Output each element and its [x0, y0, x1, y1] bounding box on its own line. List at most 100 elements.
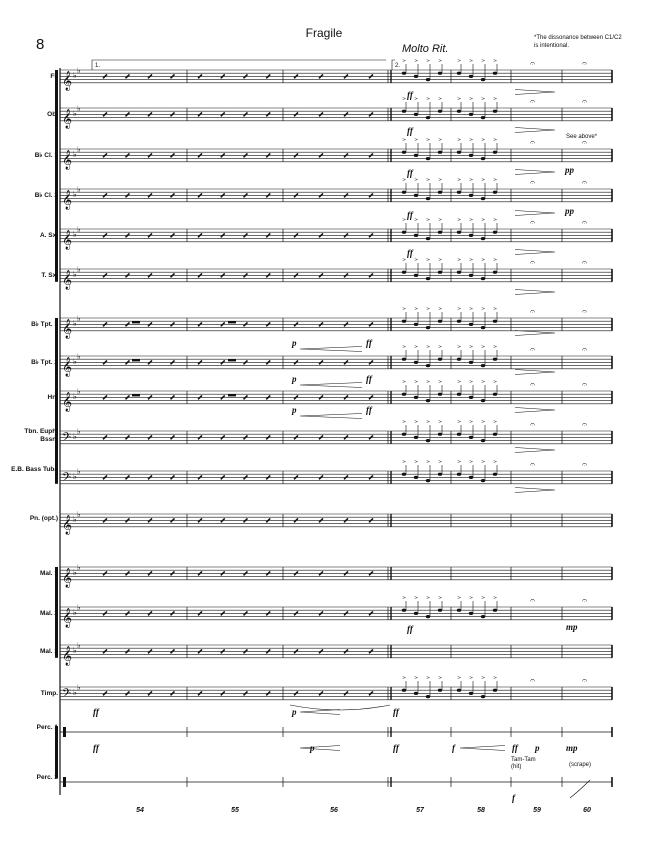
flat-icon: ♭ — [73, 432, 77, 441]
slash-mark — [147, 394, 153, 400]
dynamic-ff: ff — [93, 707, 99, 717]
slash-mark — [102, 474, 108, 480]
rest-icon — [132, 394, 140, 397]
accent-mark: > — [414, 306, 418, 312]
accent-mark: > — [426, 344, 430, 350]
scrape-note: (scrape) — [569, 762, 592, 768]
slash-mark — [265, 517, 271, 523]
flat-icon: ♭ — [77, 66, 81, 75]
notehead — [401, 230, 407, 234]
accent-mark: > — [469, 306, 473, 312]
fermata-icon: 𝄐 — [530, 345, 535, 355]
flat-icon: ♭ — [77, 265, 81, 274]
dynamic-f: f — [452, 743, 455, 753]
accent-mark: > — [469, 177, 473, 183]
slash-mark — [197, 610, 203, 616]
diminuendo-hairpin — [514, 127, 556, 133]
accent-mark: > — [457, 344, 461, 350]
accent-mark: > — [493, 96, 497, 102]
accent-mark: > — [426, 177, 430, 183]
notehead — [456, 608, 462, 612]
slash-mark — [169, 610, 176, 616]
slash-mark — [293, 232, 299, 238]
dynamic-ff: ff — [512, 743, 518, 753]
slash-mark — [124, 474, 131, 480]
accent-mark: > — [414, 344, 418, 350]
notehead — [401, 392, 407, 396]
slash-mark — [169, 394, 176, 400]
slash-mark — [265, 192, 271, 198]
flat-icon: ♭ — [77, 641, 81, 650]
treble-clef-icon: 𝄞 — [62, 230, 72, 250]
accent-mark: > — [481, 137, 485, 143]
bass-clef-icon: 𝄢 — [62, 431, 71, 447]
flat-icon: ♭ — [73, 568, 77, 577]
slash-mark — [147, 610, 153, 616]
accent-mark: > — [438, 177, 442, 183]
notehead — [401, 71, 407, 75]
slash-mark — [147, 570, 153, 576]
accent-mark: > — [481, 306, 485, 312]
accent-mark: > — [469, 257, 473, 263]
accent-mark: > — [402, 96, 406, 102]
slash-mark — [102, 73, 108, 79]
slash-mark — [220, 73, 226, 79]
slash-mark — [197, 474, 203, 480]
flat-icon: ♭ — [77, 225, 81, 234]
flat-icon: ♭ — [73, 190, 77, 199]
accent-mark: > — [457, 58, 461, 64]
dynamic-ff: ff — [407, 126, 413, 136]
slash-mark — [124, 321, 131, 327]
slash-mark — [197, 272, 203, 278]
instrument-label: Fl. — [50, 73, 58, 80]
accent-mark: > — [402, 177, 406, 183]
fermata-icon: 𝄐 — [582, 59, 587, 69]
accent-mark: > — [469, 675, 473, 681]
notehead — [437, 392, 443, 396]
instrument-label: Pn. (opt.) — [29, 515, 58, 522]
slash-mark — [102, 232, 108, 238]
slash-mark — [368, 272, 374, 278]
crescendo-hairpin — [459, 745, 506, 751]
notehead — [413, 395, 419, 399]
diminuendo-hairpin — [514, 487, 556, 493]
slash-mark — [293, 690, 299, 696]
dynamic-ff: ff — [393, 743, 399, 753]
notehead — [468, 611, 474, 616]
slash-mark — [293, 434, 299, 440]
brass-bracket — [55, 318, 58, 484]
slash-mark — [197, 394, 203, 400]
slash-mark — [169, 152, 176, 158]
notehead — [456, 109, 462, 113]
slash-mark — [293, 272, 299, 278]
slash-mark — [102, 152, 108, 158]
slash-mark — [147, 517, 153, 523]
instrument-label: Mal. 3 — [39, 648, 58, 655]
fermata-icon: 𝄐 — [530, 307, 535, 317]
fermata-icon: 𝄐 — [582, 258, 587, 268]
slash-mark — [368, 321, 374, 327]
accent-mark: > — [469, 419, 473, 425]
notehead — [468, 395, 474, 399]
percussion-clef-icon — [63, 727, 66, 737]
notehead — [480, 399, 486, 403]
accent-mark: > — [438, 96, 442, 102]
slash-mark — [220, 192, 226, 198]
notehead — [425, 399, 431, 403]
slash-mark — [368, 394, 374, 400]
rest-icon — [132, 321, 140, 324]
slash-mark — [169, 321, 176, 327]
flat-icon: ♭ — [73, 71, 77, 80]
instrument-label: E.B. Bass Tuba — [11, 466, 58, 473]
notehead — [413, 360, 419, 364]
accent-mark: > — [457, 137, 461, 143]
slash-mark — [124, 610, 131, 616]
flat-icon: ♭ — [77, 387, 81, 396]
accent-mark: > — [402, 675, 406, 681]
fermata-icon: 𝄐 — [582, 596, 587, 606]
accent-mark: > — [481, 379, 485, 385]
notehead — [456, 230, 462, 234]
accent-mark: > — [493, 379, 497, 385]
dynamic-pp: pp — [565, 206, 574, 216]
notehead — [456, 688, 462, 692]
